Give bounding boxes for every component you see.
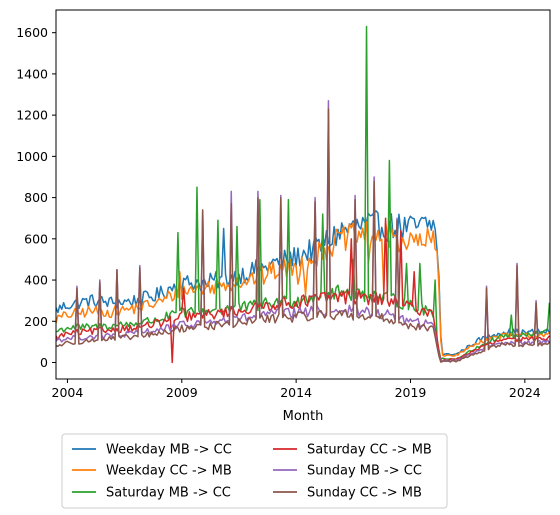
y-tick-label: 400: [24, 273, 48, 288]
x-tick-label: 2024: [509, 385, 541, 400]
legend-entry: Sunday CC -> MB: [307, 486, 422, 501]
x-tick-label: 2009: [166, 385, 198, 400]
x-tick-label: 2004: [52, 385, 84, 400]
legend: Weekday MB -> CC Weekday CC -> MB Saturday…: [61, 433, 448, 509]
y-tick-label: 1600: [16, 25, 48, 40]
plot-frame: [55, 9, 551, 380]
x-tick-label: 2019: [395, 385, 427, 400]
legend-entry: Saturday CC -> MB: [307, 443, 432, 458]
y-tick-label: 1200: [16, 108, 48, 123]
x-axis: 2004 2009 2014 2019 2024: [52, 379, 541, 400]
y-tick-label: 1400: [16, 66, 48, 81]
legend-entry: Sunday MB -> CC: [307, 464, 422, 479]
x-tick-label: 2014: [280, 385, 312, 400]
legend-entry: Weekday CC -> MB: [106, 464, 232, 479]
y-tick-label: 1000: [16, 149, 48, 164]
x-axis-label: Month: [283, 409, 324, 424]
legend-entry: Weekday MB -> CC: [106, 443, 232, 458]
series-layer: [55, 25, 551, 364]
y-tick-label: 800: [24, 190, 48, 205]
y-tick-label: 0: [40, 355, 48, 370]
series-line: [55, 108, 550, 363]
y-tick-label: 200: [24, 314, 48, 329]
y-axis: 0 200 400 600 800 1000 1200 1400 1600: [16, 25, 56, 370]
legend-entry: Saturday MB -> CC: [106, 486, 231, 501]
y-tick-label: 600: [24, 231, 48, 246]
legend-frame: [61, 433, 448, 509]
